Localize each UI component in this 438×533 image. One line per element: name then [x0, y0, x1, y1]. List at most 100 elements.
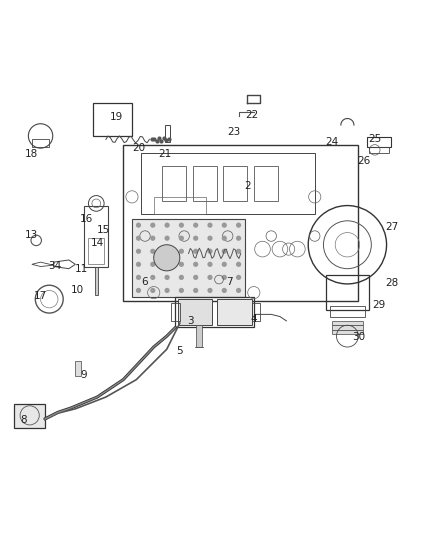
Text: 28: 28 — [385, 278, 399, 288]
Text: 4: 4 — [251, 314, 257, 324]
Bar — [95, 266, 99, 295]
Circle shape — [136, 223, 141, 228]
Circle shape — [207, 275, 212, 280]
Circle shape — [179, 223, 184, 228]
Bar — [88, 238, 104, 264]
Circle shape — [165, 249, 170, 254]
Text: 34: 34 — [48, 261, 61, 271]
Circle shape — [179, 275, 184, 280]
Bar — [75, 361, 81, 376]
Circle shape — [236, 223, 241, 228]
Circle shape — [179, 262, 184, 267]
Text: 2: 2 — [244, 181, 251, 191]
Text: 7: 7 — [226, 277, 233, 287]
Circle shape — [222, 236, 227, 241]
Text: 8: 8 — [21, 415, 27, 425]
Text: 6: 6 — [142, 277, 148, 287]
Bar — [178, 299, 212, 325]
Text: 25: 25 — [368, 134, 381, 144]
Bar — [252, 303, 260, 321]
Text: 19: 19 — [110, 112, 124, 122]
Circle shape — [165, 223, 170, 228]
Text: 14: 14 — [91, 238, 104, 248]
Circle shape — [193, 262, 198, 267]
Bar — [165, 125, 170, 142]
Text: 3: 3 — [187, 316, 194, 326]
Circle shape — [165, 275, 170, 280]
Bar — [332, 329, 363, 334]
Circle shape — [150, 223, 155, 228]
Bar — [162, 166, 186, 201]
Bar — [154, 197, 206, 214]
Circle shape — [179, 288, 184, 293]
Text: 23: 23 — [228, 127, 241, 138]
Text: 10: 10 — [71, 286, 84, 295]
Circle shape — [236, 275, 241, 280]
Bar — [325, 275, 369, 310]
Circle shape — [136, 249, 141, 254]
Circle shape — [207, 262, 212, 267]
Bar — [330, 305, 365, 317]
Circle shape — [222, 288, 227, 293]
Circle shape — [136, 288, 141, 293]
Bar — [223, 166, 247, 201]
Circle shape — [136, 236, 141, 241]
Circle shape — [222, 275, 227, 280]
Circle shape — [150, 249, 155, 254]
Circle shape — [136, 275, 141, 280]
Circle shape — [222, 223, 227, 228]
Bar — [217, 299, 252, 325]
Text: 21: 21 — [158, 149, 171, 159]
Text: 26: 26 — [357, 156, 370, 166]
Bar — [196, 325, 201, 347]
Circle shape — [165, 262, 170, 267]
Text: 29: 29 — [373, 300, 386, 310]
Circle shape — [207, 288, 212, 293]
Text: 20: 20 — [132, 143, 145, 152]
Bar — [176, 297, 254, 327]
Bar — [332, 321, 363, 325]
Circle shape — [236, 249, 241, 254]
Text: 24: 24 — [325, 136, 339, 147]
Circle shape — [150, 236, 155, 241]
Text: 13: 13 — [25, 230, 38, 240]
Bar — [84, 206, 108, 266]
Circle shape — [150, 262, 155, 267]
Text: 18: 18 — [25, 149, 38, 159]
Circle shape — [222, 262, 227, 267]
Bar — [32, 139, 49, 147]
Circle shape — [193, 223, 198, 228]
Circle shape — [207, 249, 212, 254]
Text: 16: 16 — [80, 214, 93, 224]
Circle shape — [150, 275, 155, 280]
Circle shape — [207, 236, 212, 241]
Circle shape — [193, 288, 198, 293]
Circle shape — [193, 275, 198, 280]
Circle shape — [236, 288, 241, 293]
Bar — [132, 219, 245, 297]
Circle shape — [193, 236, 198, 241]
Bar — [14, 403, 45, 427]
Bar — [367, 137, 391, 147]
Circle shape — [207, 223, 212, 228]
Circle shape — [236, 262, 241, 267]
Text: 5: 5 — [177, 346, 183, 357]
Bar — [171, 303, 180, 321]
Circle shape — [165, 236, 170, 241]
Bar — [369, 147, 389, 154]
Circle shape — [236, 236, 241, 241]
Circle shape — [193, 249, 198, 254]
Circle shape — [154, 245, 180, 271]
Circle shape — [150, 288, 155, 293]
Circle shape — [136, 262, 141, 267]
Text: 22: 22 — [245, 110, 258, 120]
Circle shape — [179, 236, 184, 241]
Text: 30: 30 — [352, 332, 365, 342]
Text: 17: 17 — [34, 291, 47, 301]
Text: 15: 15 — [97, 224, 110, 235]
Bar — [332, 325, 363, 329]
Circle shape — [179, 249, 184, 254]
Bar — [193, 166, 217, 201]
Text: 27: 27 — [385, 222, 399, 232]
Text: 9: 9 — [81, 370, 88, 381]
